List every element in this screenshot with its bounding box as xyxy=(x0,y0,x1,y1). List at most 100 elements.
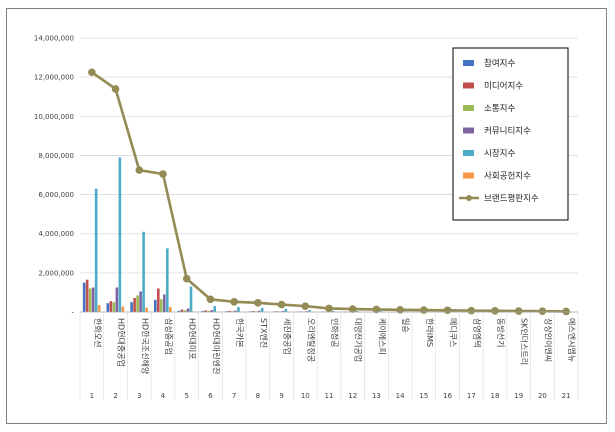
legend-label-1: 참여지수 xyxy=(484,58,515,69)
rank-label-12: 12 xyxy=(348,392,357,400)
bar-3-사회공헌지수 xyxy=(145,307,148,312)
rank-label-13: 13 xyxy=(372,392,381,400)
bar-3-커뮤니티지수 xyxy=(139,291,142,312)
rank-label-14: 14 xyxy=(396,392,405,400)
bar-4-참여지수 xyxy=(154,299,157,312)
y-tick-label: 10,000,000 xyxy=(34,113,74,121)
rank-label-18: 18 xyxy=(491,392,500,400)
bar-6-참여지수 xyxy=(201,311,205,312)
rank-label-5: 5 xyxy=(184,392,188,400)
rank-label-21: 21 xyxy=(562,392,571,400)
brand-index-point-15 xyxy=(420,306,428,314)
bar-2-시장지수 xyxy=(118,157,122,312)
category-label-4: 삼성중공업 xyxy=(164,318,174,355)
bar-5-시장지수 xyxy=(189,286,193,312)
bar-10-시장지수 xyxy=(308,310,311,312)
legend-label-5: 시장지수 xyxy=(484,148,515,159)
bar-5-참여지수 xyxy=(177,310,181,312)
rank-label-4: 4 xyxy=(161,392,166,400)
brand-index-point-3 xyxy=(135,166,144,174)
rank-label-1: 1 xyxy=(90,392,94,400)
brand-index-point-11 xyxy=(325,304,333,313)
brand-index-point-10 xyxy=(301,302,310,310)
bar-8-미디어지수 xyxy=(251,311,255,312)
category-label-9: 세진중공업 xyxy=(283,318,293,355)
bar-7-커뮤니티지수 xyxy=(234,310,237,312)
y-tick-label: 12,000,000 xyxy=(34,74,74,82)
rank-label-8: 8 xyxy=(256,392,260,400)
category-label-14: 일승 xyxy=(401,318,410,333)
rank-label-6: 6 xyxy=(208,392,213,400)
bar-2-커뮤니티지수 xyxy=(115,287,119,312)
legend-label-2: 미디어지수 xyxy=(484,81,523,92)
legend-swatch-2 xyxy=(463,82,474,89)
bar-6-시장지수 xyxy=(213,306,217,312)
legend-label-4: 커뮤니티지수 xyxy=(484,126,531,137)
brand-index-point-7 xyxy=(230,298,238,306)
bar-9-시장지수 xyxy=(284,309,288,312)
bar-1-소통지수 xyxy=(88,288,92,312)
legend-swatch-4 xyxy=(463,127,474,134)
legend-swatch-6 xyxy=(463,172,474,179)
bar-6-미디어지수 xyxy=(204,310,208,312)
bar-8-커뮤니티지수 xyxy=(257,310,261,312)
brand-index-point-8 xyxy=(254,299,262,307)
category-label-7: 한국카본 xyxy=(235,318,244,347)
bar-1-시장지수 xyxy=(94,188,98,312)
rank-label-11: 11 xyxy=(325,392,334,400)
category-label-21: 에스엔시엠뉴 xyxy=(567,318,577,362)
category-label-18: 동방선기 xyxy=(496,318,506,347)
brand-index-point-6 xyxy=(206,295,215,304)
bar-3-소통지수 xyxy=(136,295,139,312)
category-label-15: 한라IMS xyxy=(425,318,434,347)
bar-4-소통지수 xyxy=(160,299,163,312)
bar-5-소통지수 xyxy=(183,310,187,312)
bar-2-소통지수 xyxy=(112,302,116,312)
y-axis: - 2,000,000 4,000,000 6,000,000 8,000,000 10,… xyxy=(34,35,75,317)
brand-index-point-4 xyxy=(159,170,167,178)
brand-index-point-17 xyxy=(467,306,476,315)
bar-2-사회공헌지수 xyxy=(121,306,125,312)
bar-1-미디어지수 xyxy=(85,279,89,312)
bar-4-사회공헌지수 xyxy=(169,307,172,312)
y-tick-label: 6,000,000 xyxy=(38,191,74,199)
bar-1-커뮤니티지수 xyxy=(91,287,95,312)
brand-index-line xyxy=(88,68,570,316)
y-tick-label: 2,000,000 xyxy=(38,269,74,277)
legend-label-6: 사회공헌지수 xyxy=(484,172,531,182)
bar-4-커뮤니티지수 xyxy=(163,294,166,312)
legend-label-3: 소통지수 xyxy=(484,104,515,114)
brand-index-point-18 xyxy=(491,307,499,315)
category-label-3: HD한국조선해양 xyxy=(140,318,150,375)
brand-index-point-1 xyxy=(88,68,96,77)
legend-box xyxy=(452,47,569,221)
y-tick-label: - xyxy=(71,309,74,317)
legend-label-7: 브랜드평판지수 xyxy=(484,193,539,204)
category-label-2: HD현대중공업 xyxy=(117,318,126,367)
y-tick-label: 4,000,000 xyxy=(38,230,74,238)
brand-index-point-21 xyxy=(562,307,570,316)
brand-index-point-20 xyxy=(538,307,547,316)
category-label-20: 상상인이엔씨 xyxy=(543,318,553,362)
bar-4-시장지수 xyxy=(166,248,169,312)
bar-2-참여지수 xyxy=(106,303,110,312)
brand-index-point-5 xyxy=(182,274,191,283)
rank-label-9: 9 xyxy=(279,392,283,400)
rank-label-16: 16 xyxy=(443,392,452,400)
bar-9-커뮤니티지수 xyxy=(281,311,285,312)
category-label-5: HD현대미포 xyxy=(188,318,197,360)
brand-index-point-16 xyxy=(443,306,452,315)
bar-6-소통지수 xyxy=(207,310,211,312)
bar-3-시장지수 xyxy=(142,231,145,312)
rank-label-10: 10 xyxy=(301,392,310,400)
bar-3-참여지수 xyxy=(130,302,133,312)
legend-swatch-1 xyxy=(463,60,474,66)
bar-1-참여지수 xyxy=(82,282,86,312)
category-label-6: HD현대마린엔진 xyxy=(211,318,221,374)
bar-5-미디어지수 xyxy=(180,309,184,312)
bar-6-커뮤니티지수 xyxy=(210,310,214,312)
rank-label-19: 19 xyxy=(514,392,523,400)
rank-label-3: 3 xyxy=(137,392,141,400)
legend-swatch-3 xyxy=(463,105,474,111)
